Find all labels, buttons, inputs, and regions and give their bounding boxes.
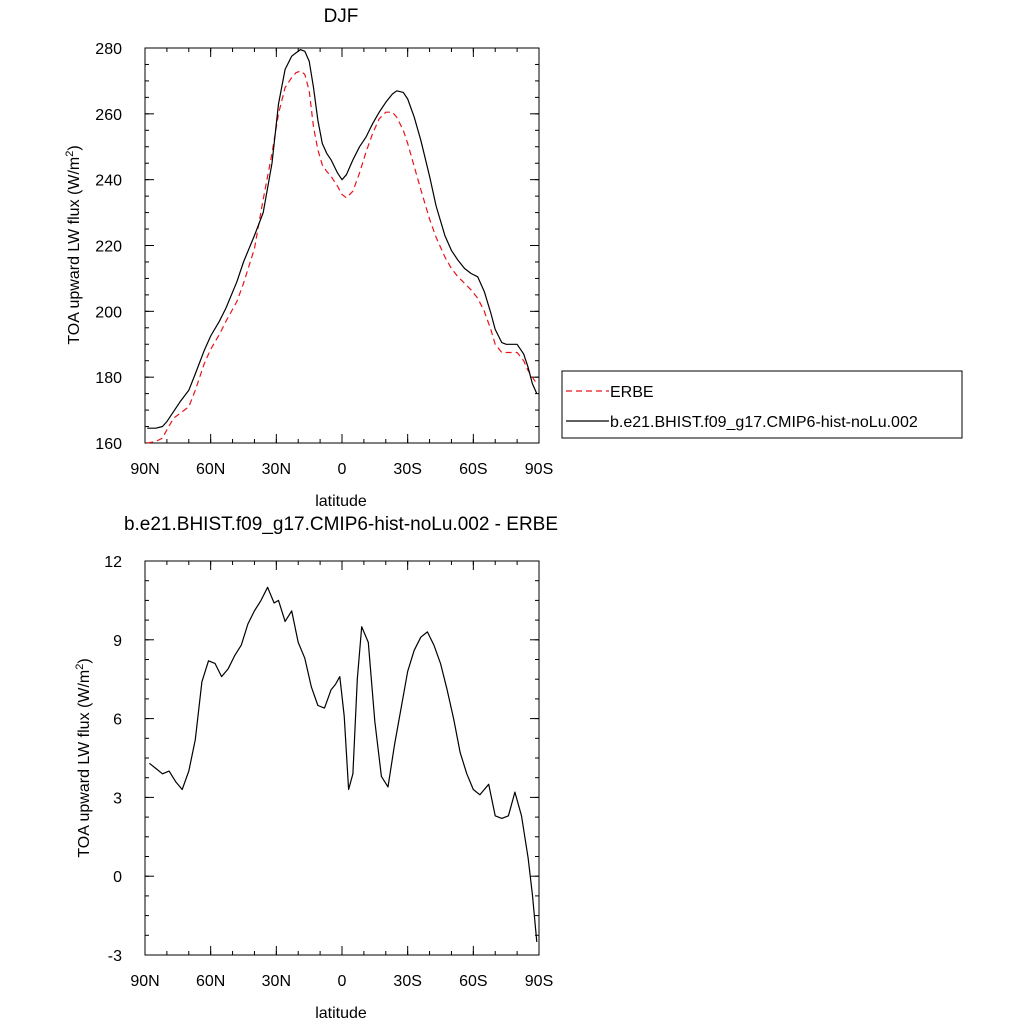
top-series-line-b-e21-bhist-f09-g17-cmip6-hist-nolu-002 xyxy=(147,48,538,429)
bottom-chart-plot-frame xyxy=(144,560,540,956)
legend-label-model: b.e21.BHIST.f09_g17.CMIP6-hist-noLu.002 xyxy=(610,414,918,431)
bottom-y-tick-label: 9 xyxy=(113,633,122,650)
bottom-x-tick-label: 30N xyxy=(262,973,291,990)
top-chart-y-axis-label: TOA upward LW flux (W/m2) xyxy=(64,145,83,344)
bottom-y-tick-label: 3 xyxy=(113,790,122,807)
bottom-series-line-difference xyxy=(149,586,538,942)
top-chart-panel: DJF 90N 60N 30N 0 30S 60S 90S 160 180 200 220 240 26… xyxy=(64,6,963,510)
top-y-tick-label: 220 xyxy=(95,239,122,256)
bottom-y-tick-label: 12 xyxy=(104,554,122,571)
bottom-chart-ticks: 90N 60N 30N 0 30S 60S 90S -3 0 3 6 9 12 xyxy=(104,554,553,990)
top-x-tick-label: 0 xyxy=(338,461,347,478)
top-chart-title: DJF xyxy=(324,6,359,27)
top-y-tick-label: 280 xyxy=(95,41,122,58)
legend-label-erbe: ERBE xyxy=(610,384,654,401)
top-x-tick-label: 60N xyxy=(196,461,225,478)
top-chart-legend: ERBE b.e21.BHIST.f09_g17.CMIP6-hist-noLu… xyxy=(561,370,963,439)
top-chart-x-axis-label: latitude xyxy=(315,493,367,510)
top-x-tick-label: 30S xyxy=(393,461,421,478)
top-x-tick-label: 30N xyxy=(262,461,291,478)
top-y-tick-label: 240 xyxy=(95,173,122,190)
bottom-chart-panel: b.e21.BHIST.f09_g17.CMIP6-hist-noLu.002 … xyxy=(74,514,558,1022)
top-chart-ticks: 90N 60N 30N 0 30S 60S 90S 160 180 200 220 240 260 280 xyxy=(95,41,553,478)
bottom-y-tick-label: -3 xyxy=(108,948,122,965)
top-x-tick-label: 90N xyxy=(130,461,159,478)
bottom-chart-x-axis-label: latitude xyxy=(315,1005,367,1022)
top-y-tick-label: 160 xyxy=(95,436,122,453)
bottom-x-tick-label: 0 xyxy=(338,973,347,990)
top-series-line-erbe xyxy=(147,70,538,444)
top-y-tick-label: 180 xyxy=(95,370,122,387)
bottom-chart-y-axis-label: TOA upward LW flux (W/m2) xyxy=(74,658,93,857)
legend-box xyxy=(561,370,963,439)
bottom-chart-lines xyxy=(149,586,538,942)
top-chart-lines xyxy=(147,48,538,444)
top-y-tick-label: 200 xyxy=(95,304,122,321)
top-x-tick-label: 90S xyxy=(525,461,553,478)
bottom-y-tick-label: 0 xyxy=(113,869,122,886)
bottom-x-tick-label: 60S xyxy=(459,973,487,990)
bottom-chart-title: b.e21.BHIST.f09_g17.CMIP6-hist-noLu.002 … xyxy=(124,514,558,535)
bottom-x-tick-label: 90N xyxy=(130,973,159,990)
top-x-tick-label: 60S xyxy=(459,461,487,478)
bottom-x-tick-label: 30S xyxy=(393,973,421,990)
bottom-x-tick-label: 60N xyxy=(196,973,225,990)
top-chart-plot-frame xyxy=(144,47,540,444)
bottom-x-tick-label: 90S xyxy=(525,973,553,990)
bottom-y-tick-label: 6 xyxy=(113,712,122,729)
top-y-tick-label: 260 xyxy=(95,107,122,124)
